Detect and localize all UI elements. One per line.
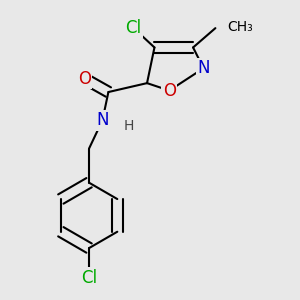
Text: CH₃: CH₃ <box>227 20 253 34</box>
Text: Cl: Cl <box>81 269 97 287</box>
Text: N: N <box>96 111 109 129</box>
Text: Cl: Cl <box>126 19 142 37</box>
Text: N: N <box>197 59 210 77</box>
Text: H: H <box>124 119 134 133</box>
Text: O: O <box>163 82 176 100</box>
Text: O: O <box>78 70 91 88</box>
